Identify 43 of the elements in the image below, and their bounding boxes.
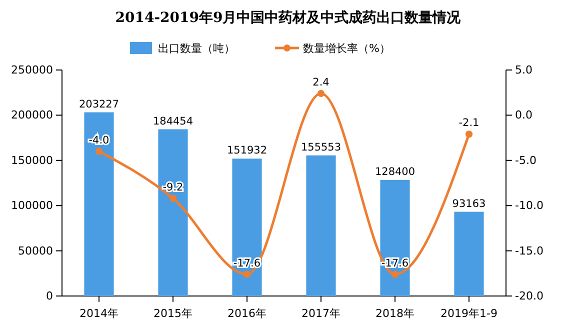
data-label: 184454 [152, 115, 194, 128]
y2-tick-label: 0.0 [515, 108, 532, 122]
y-tick-label: 200000 [11, 108, 53, 122]
data-label: -9.2 [162, 181, 184, 194]
bar [306, 155, 336, 296]
data-label: 203227 [78, 98, 120, 110]
legend-label: 数量增长率（%） [303, 42, 390, 55]
data-label: 151932 [226, 144, 268, 157]
data-label: 93163 [452, 198, 486, 210]
x-tick-label: 2019年1-9 [440, 307, 498, 320]
x-tick-label: 2017年 [302, 307, 340, 320]
x-tick-label: 2015年 [154, 307, 192, 320]
x-tick-label: 2014年 [80, 307, 118, 320]
y-tick-label: 150000 [11, 154, 53, 167]
x-tick-label: 2016年 [228, 307, 266, 320]
y2-tick-label: -5.0 [515, 154, 536, 167]
y-tick-label: 50000 [18, 244, 53, 258]
y2-tick-label: -20.0 [515, 290, 544, 303]
bar [84, 112, 114, 296]
legend-label: 出口数量（吨） [158, 42, 235, 55]
y-tick-label: 250000 [11, 64, 53, 77]
point [317, 90, 325, 98]
data-label: 128400 [374, 166, 416, 178]
point [169, 194, 177, 202]
point [95, 148, 103, 155]
point [465, 130, 473, 138]
data-label: 2.4 [312, 76, 330, 89]
chart-title: 2014-2019年9月中国中药材及中式成药出口数量情况 [115, 10, 462, 26]
bar [454, 212, 484, 296]
y2-tick-label: -10.0 [515, 199, 544, 212]
y2-tick-label: 5.0 [515, 64, 532, 77]
data-label: -4.0 [88, 134, 110, 146]
y-tick-label: 0 [46, 290, 53, 303]
data-label: -2.1 [458, 117, 480, 130]
point [391, 270, 399, 278]
y2-tick-label: -15.0 [515, 244, 544, 258]
bar [232, 158, 262, 296]
bar [380, 180, 410, 296]
y-tick-label: 100000 [11, 199, 53, 212]
bar [158, 129, 188, 296]
x-tick-label: 2018年 [376, 307, 414, 320]
point [243, 270, 251, 278]
data-label: 155553 [300, 141, 342, 154]
